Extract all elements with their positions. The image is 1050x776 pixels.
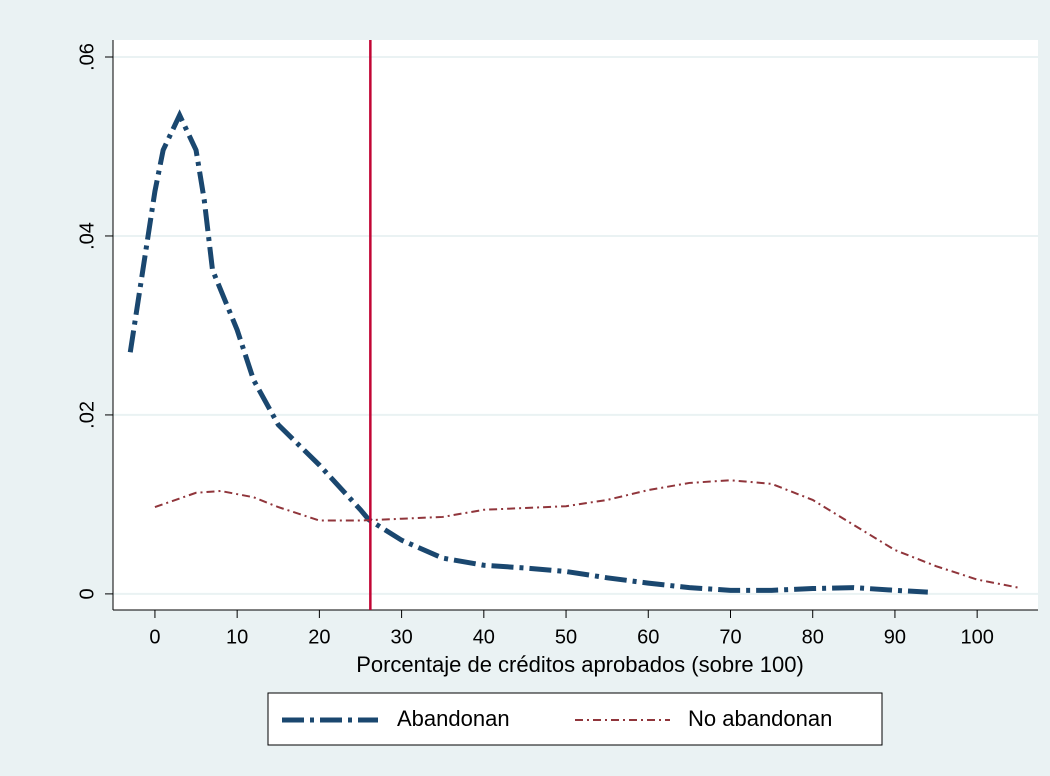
x-tick-label: 20 [308, 626, 330, 648]
plot-area [113, 40, 1038, 610]
density-line [127, 109, 928, 595]
x-tick-label: 50 [555, 626, 577, 648]
x-tick-label: 10 [226, 626, 248, 648]
x-tick-label: 40 [473, 626, 495, 648]
y-tick-label: .06 [76, 43, 98, 71]
legend-label: Abandonan [397, 706, 510, 731]
x-tick-label: 70 [719, 626, 741, 648]
y-tick-label: .04 [76, 222, 98, 250]
x-tick-label: 90 [884, 626, 906, 648]
x-tick-label: 30 [390, 626, 412, 648]
x-axis-label: Porcentaje de créditos aprobados (sobre … [356, 652, 804, 677]
x-tick-label: 60 [637, 626, 659, 648]
y-tick-label: 0 [76, 588, 98, 599]
density-line [154, 479, 1019, 589]
x-tick-label: 0 [149, 626, 160, 648]
legend-label: No abandonan [688, 706, 832, 731]
x-tick-label: 80 [802, 626, 824, 648]
y-tick-label: .02 [76, 401, 98, 429]
x-tick-label: 100 [960, 626, 993, 648]
